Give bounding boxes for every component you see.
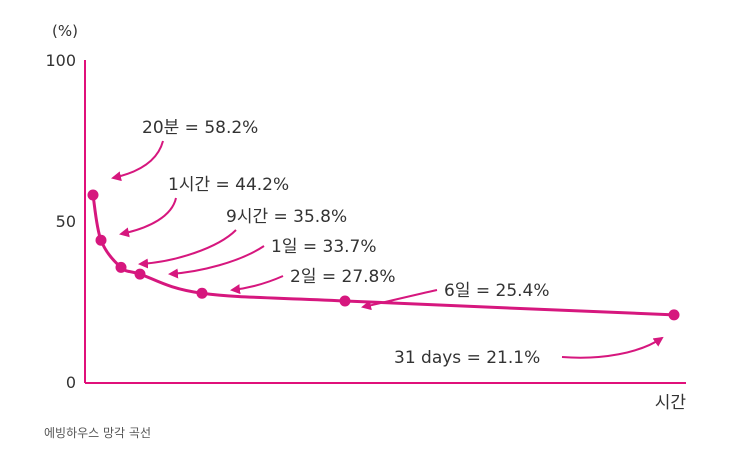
data-point-2 xyxy=(115,261,127,273)
annotation-arrows xyxy=(111,140,664,359)
forgetting-curve-line xyxy=(91,194,675,317)
annotation-arrow-1 xyxy=(119,197,177,238)
annotation-label-6: 31 days = 21.1% xyxy=(394,348,540,368)
y-tick-50: 50 xyxy=(56,212,76,231)
annotation-arrow-0 xyxy=(111,140,164,182)
annotation-arrow-3 xyxy=(168,245,265,279)
y-unit-label: (%) xyxy=(52,22,78,40)
y-tick-0: 0 xyxy=(66,373,76,392)
annotation-label-3: 1일 = 33.7% xyxy=(271,237,377,257)
data-points xyxy=(87,189,680,321)
annotation-label-4: 2일 = 27.8% xyxy=(290,267,396,287)
chart-caption: 에빙하우스 망각 곡선 xyxy=(44,426,151,440)
annotation-label-1: 1시간 = 44.2% xyxy=(168,175,289,195)
annotation-arrow-5 xyxy=(361,289,438,311)
annotation-arrow-2 xyxy=(138,229,237,269)
y-tick-100: 100 xyxy=(45,51,76,70)
data-point-4 xyxy=(196,287,208,299)
chart-svg: (%) 100 50 0 시간 20분 = 58.2% 1시간 = 44.2% 9시… xyxy=(45,22,687,413)
data-point-3 xyxy=(134,268,146,280)
annotation-arrow-4 xyxy=(230,275,284,295)
annotation-arrow-6 xyxy=(561,336,664,359)
annotation-label-5: 6일 = 25.4% xyxy=(444,281,550,301)
x-axis-label: 시간 xyxy=(655,393,687,413)
annotation-label-2: 9시간 = 35.8% xyxy=(226,207,347,227)
data-point-0 xyxy=(87,189,99,201)
data-point-1 xyxy=(95,234,107,246)
data-point-6 xyxy=(668,309,680,321)
annotation-labels: 20분 = 58.2% 1시간 = 44.2% 9시간 = 35.8% 1일 = 33… xyxy=(142,118,550,368)
annotation-label-0: 20분 = 58.2% xyxy=(142,118,258,138)
data-point-5 xyxy=(339,295,351,307)
